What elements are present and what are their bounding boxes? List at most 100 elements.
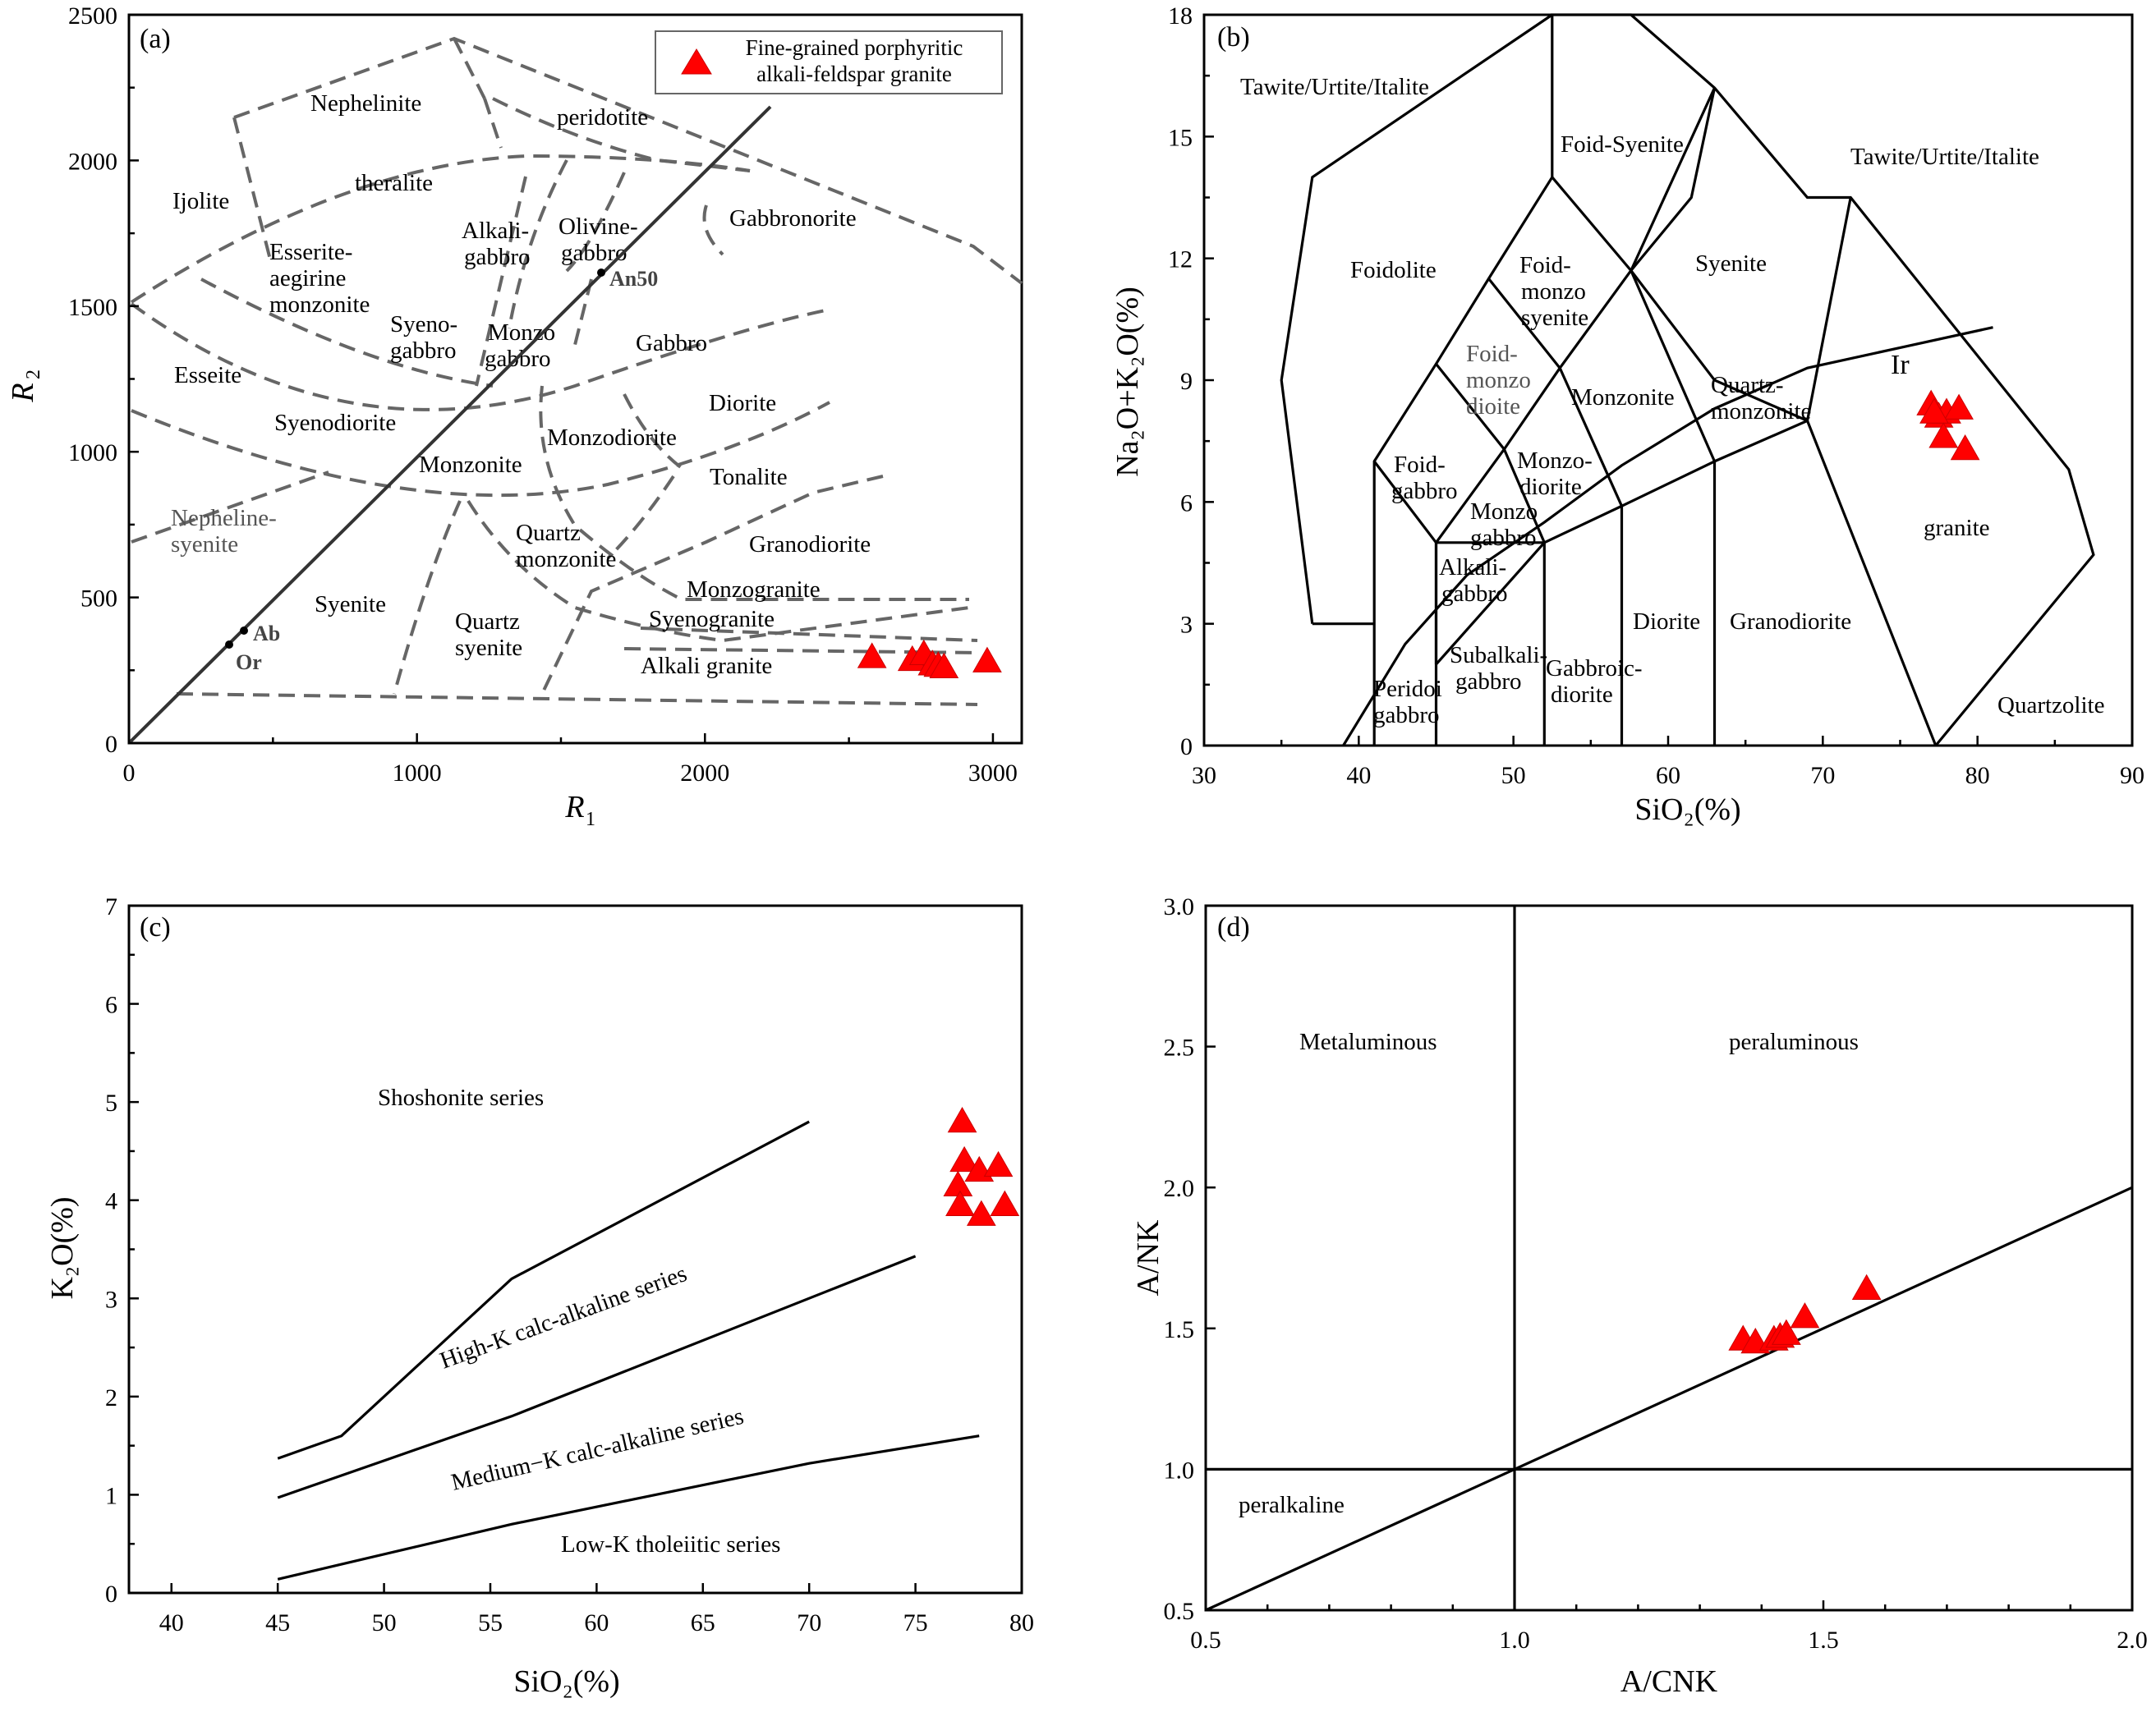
field-label: Ijolite (172, 188, 229, 214)
y-tick-label: 3 (105, 1286, 117, 1313)
panel-a-diagonal-line (127, 105, 772, 745)
field-label: aegirine (269, 265, 346, 291)
field-label: Tawite/Urtite/Italite (1240, 74, 1429, 100)
field-boundary-line (1558, 367, 1623, 507)
field-label: gabbro (390, 337, 457, 364)
x-tick-label: 70 (1810, 762, 1835, 789)
panel-d-frame (1204, 904, 2134, 1612)
field-label: Peridoi (1373, 676, 1442, 702)
x-tick-label: 1.5 (1808, 1627, 1839, 1654)
field-label: Foid- (1466, 341, 1518, 367)
y-tick-label: 4 (105, 1188, 117, 1215)
panel-d-data-points (1728, 1274, 1882, 1354)
y-tick-label: 0.5 (1164, 1598, 1195, 1625)
field-boundary-line (1435, 363, 1506, 451)
field-label: Quartz (455, 608, 520, 635)
field-label: Syenite (1695, 250, 1767, 277)
y-axis-label: K₂O(%) (45, 1196, 80, 1299)
legend-label-line2: alkali-feldspar granite (756, 62, 952, 86)
data-point-triangle (1851, 1274, 1882, 1301)
field-label: monzonite (516, 546, 616, 572)
field-label: peralkaline (1239, 1492, 1345, 1518)
field-label: Low-K tholeiitic series (561, 1531, 780, 1558)
panel-b: (b) Tawite/Urtite/Italite Foid-Syenite T… (1110, 2, 2145, 827)
x-axis-label: A/CNK (1620, 1664, 1718, 1699)
field-label: monzo (1521, 278, 1586, 305)
line-label: Or (236, 650, 262, 674)
x-tick-label: 55 (478, 1609, 503, 1636)
y-tick-label: 12 (1168, 246, 1193, 273)
field-label: Syenodiorite (274, 410, 396, 436)
y-tick-label: 2000 (68, 148, 117, 175)
panel-a-field-labels: Nephelinite peridotite theralite Ijolite… (171, 90, 871, 679)
legend-marker (681, 48, 712, 75)
y-tick-label: 3 (1180, 612, 1193, 639)
y-tick-label: 9 (1180, 368, 1193, 395)
legend: Fine-grained porphyritic alkali-feldspar… (655, 30, 1003, 94)
field-boundary-line (1630, 87, 1717, 272)
x-tick-label: 75 (903, 1609, 928, 1636)
y-tick-label: 2.0 (1164, 1175, 1195, 1202)
field-label: Gabbro (636, 330, 707, 356)
y-tick-label: 1500 (68, 294, 117, 321)
field-label: Syenite (315, 591, 386, 617)
panel-d-field-labels: Metaluminous peraluminous peralkaline (1239, 1029, 1859, 1518)
field-label: gabbro (1455, 668, 1522, 695)
panel-c-label: (c) (140, 912, 171, 943)
field-label: Monzogranite (687, 576, 821, 603)
y-tick-label: 18 (1168, 2, 1193, 30)
field-label: Nepheline- (171, 505, 277, 531)
data-point-triangle (1950, 434, 1980, 461)
field-label: gabbro (561, 240, 627, 266)
x-tick-label: 2.0 (2117, 1627, 2148, 1654)
field-boundary-line (1435, 541, 1546, 666)
field-label: Quartz (516, 520, 581, 546)
y-tick-label: 1000 (68, 439, 117, 466)
field-boundary-line (1372, 460, 1437, 544)
field-label: Quartz- (1711, 372, 1784, 398)
field-label: gabbro (1441, 581, 1508, 607)
field-label: Monzo (488, 319, 555, 346)
data-point-triangle (966, 1200, 996, 1226)
or-point (225, 640, 233, 649)
y-axis-label: Na₂O+K₂O(%) (1110, 287, 1145, 477)
field-label: monzonite (1711, 398, 1811, 425)
data-point-triangle (947, 1107, 977, 1133)
x-tick-label: 2000 (680, 760, 729, 787)
field-label: dioite (1466, 393, 1520, 420)
panel-d: (d) Metaluminous peraluminous peralkalin… (1131, 893, 2148, 1699)
panel-a: (a) (6, 2, 1023, 830)
field-label: diorite (1519, 474, 1582, 500)
y-tick-label: 2.5 (1164, 1035, 1195, 1062)
field-label: gabbro (1373, 702, 1440, 728)
panel-c-data-points (943, 1107, 1020, 1226)
x-tick-label: 80 (1965, 762, 1990, 789)
field-label: peraluminous (1729, 1029, 1859, 1055)
field-label: Medium−K calc-alkaline series (448, 1403, 746, 1496)
field-label: Syenogranite (649, 606, 775, 632)
field-boundary-line (1630, 269, 1716, 462)
panel-c-field-labels: Shoshonite series High-K calc-alkaline s… (378, 1085, 780, 1558)
x-tick-label: 60 (1656, 762, 1680, 789)
panel-c: (c) Shoshonite series High-K calc-alkali… (45, 893, 1034, 1699)
field-label: Tawite/Urtite/Italite (1850, 144, 2039, 170)
x-tick-label: 80 (1009, 1609, 1034, 1636)
field-label: Foid- (1394, 452, 1446, 478)
data-point-triangle (1790, 1302, 1820, 1329)
x-tick-label: 90 (2120, 762, 2145, 789)
diagonal-divider-line (1205, 1186, 2133, 1612)
data-point-triangle (1944, 393, 1974, 420)
data-point-triangle (1919, 397, 1949, 424)
field-label: Alkali- (1439, 554, 1506, 581)
x-axis-label: SiO₂(%) (1634, 792, 1740, 827)
x-axis-label: R (564, 790, 584, 824)
field-label: granite (1924, 515, 1990, 541)
y-tick-label: 500 (80, 585, 117, 613)
panel-a-label: (a) (140, 24, 171, 54)
data-point-triangle (945, 1190, 975, 1216)
field-label: Esseite (174, 362, 241, 388)
x-tick-label: 50 (372, 1609, 397, 1636)
field-label: Monzonite (419, 452, 522, 478)
field-label: Syeno- (390, 311, 457, 337)
